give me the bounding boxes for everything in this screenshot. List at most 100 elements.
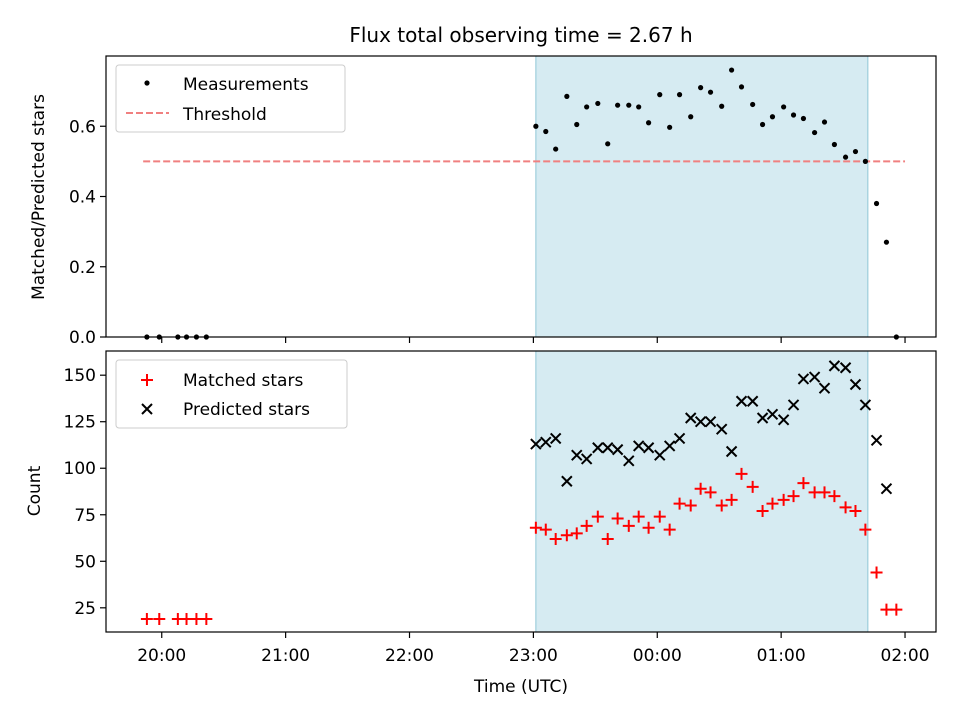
measurements-point bbox=[543, 128, 549, 135]
predicted-stars-point bbox=[704, 416, 717, 428]
ratio-panel-shaded-span bbox=[535, 55, 869, 338]
measurements-point bbox=[667, 124, 673, 130]
predicted-stars-point bbox=[602, 442, 614, 454]
measurements-point bbox=[873, 200, 880, 207]
x-axis-label: Time (UTC) bbox=[473, 677, 568, 697]
y-tick-label: 25 bbox=[74, 599, 96, 619]
legend-marker-measurements bbox=[144, 80, 150, 86]
predicted-stars-point bbox=[715, 423, 728, 435]
predicted-stars-point bbox=[797, 373, 810, 385]
matched-stars-point bbox=[560, 529, 573, 542]
matched-stars-point bbox=[756, 505, 769, 518]
predicted-stars-point bbox=[663, 440, 676, 452]
matched-stars-point bbox=[642, 521, 655, 534]
y-tick-label: 0.0 bbox=[69, 328, 96, 348]
legend-label-measurements: Measurements bbox=[183, 75, 309, 95]
predicted-stars-point bbox=[632, 440, 645, 452]
legend-label-threshold: Threshold bbox=[182, 105, 267, 125]
predicted-stars-point bbox=[880, 483, 893, 495]
matched-stars-point bbox=[797, 477, 810, 490]
predicted-stars-point bbox=[839, 362, 852, 374]
x-tick-label: 22:00 bbox=[385, 646, 434, 666]
y-tick-label: 150 bbox=[64, 366, 96, 386]
legend-marker-matched bbox=[141, 374, 153, 386]
predicted-stars-point bbox=[725, 445, 738, 458]
predicted-stars-point bbox=[561, 475, 573, 487]
measurements-point bbox=[738, 84, 745, 90]
measurements-point bbox=[842, 154, 849, 160]
measurements-point bbox=[790, 112, 797, 118]
measurements-point bbox=[831, 141, 838, 148]
legend-label-predicted: Predicted stars bbox=[183, 400, 310, 420]
measurements-point bbox=[626, 102, 632, 108]
measurements-point bbox=[595, 100, 601, 107]
predicted-stars-point bbox=[828, 360, 841, 372]
matched-stars-point bbox=[828, 490, 841, 503]
measurements-point bbox=[707, 89, 714, 95]
measurements-point bbox=[657, 92, 663, 98]
predicted-stars-point bbox=[592, 442, 604, 454]
predicted-stars-point bbox=[870, 434, 883, 447]
measurements-point bbox=[605, 141, 611, 147]
measurements-point bbox=[800, 115, 807, 122]
measurements-point bbox=[750, 101, 756, 108]
matched-stars-point bbox=[653, 510, 666, 523]
matched-stars-point bbox=[140, 612, 153, 625]
predicted-stars-point bbox=[623, 455, 635, 467]
predicted-stars-point bbox=[685, 412, 697, 424]
matched-stars-point bbox=[839, 501, 852, 514]
matched-stars-point bbox=[601, 532, 614, 545]
counts-panel-y-label: Count bbox=[25, 465, 45, 516]
matched-stars-point bbox=[580, 519, 593, 532]
matched-stars-point bbox=[673, 497, 686, 510]
counts-panel-frame bbox=[105, 350, 937, 633]
predicted-stars-point bbox=[642, 442, 655, 454]
matched-stars-point bbox=[766, 497, 779, 510]
measurements-point bbox=[759, 121, 766, 128]
ratio-legend: Measurements Threshold bbox=[115, 64, 346, 133]
x-tick-label: 00:00 bbox=[633, 646, 682, 666]
predicted-stars-point bbox=[859, 399, 872, 411]
ratio-panel-x-ticks bbox=[161, 337, 906, 343]
matched-stars-point bbox=[818, 486, 831, 499]
measurements-point bbox=[688, 114, 694, 120]
predicted-stars-point bbox=[694, 416, 707, 428]
predicted-stars-point bbox=[549, 432, 562, 445]
counts-panel-marks bbox=[140, 360, 903, 625]
measurements-point bbox=[564, 93, 570, 99]
measurements-point bbox=[615, 102, 621, 108]
measurements-point bbox=[574, 121, 580, 128]
ratio-panel-marks bbox=[143, 67, 906, 340]
predicted-stars-point bbox=[580, 453, 593, 465]
counts-panel-x-axis: 20:00 21:00 22:00 23:00 00:00 01:00 02:00 bbox=[137, 632, 930, 666]
y-tick-label: 50 bbox=[74, 552, 96, 572]
measurements-point bbox=[852, 148, 859, 155]
chart-title: Flux total observing time = 2.67 h bbox=[349, 23, 692, 47]
matched-stars-point bbox=[870, 566, 883, 579]
y-tick-label: 0.6 bbox=[69, 117, 96, 137]
measurements-point bbox=[769, 114, 776, 120]
measurements-point bbox=[698, 85, 704, 91]
predicted-stars-point bbox=[808, 371, 821, 383]
measurements-point bbox=[636, 104, 642, 110]
legend-marker-predicted bbox=[141, 403, 153, 415]
matched-stars-point bbox=[735, 467, 748, 480]
predicted-stars-point bbox=[571, 449, 583, 461]
measurements-point bbox=[719, 103, 725, 109]
counts-legend: Matched stars Predicted stars bbox=[115, 359, 348, 429]
predicted-stars-point bbox=[818, 382, 831, 394]
legend-label-matched: Matched stars bbox=[183, 371, 303, 391]
matched-stars-point bbox=[622, 519, 635, 532]
matched-stars-point bbox=[890, 603, 903, 616]
matched-stars-point bbox=[684, 499, 697, 512]
predicted-stars-point bbox=[766, 408, 779, 420]
counts-panel: 25 50 75 100 125 150 20:00 21:00 22:00 23:00 00:0… bbox=[25, 350, 937, 666]
measurements-point bbox=[781, 104, 787, 110]
matched-stars-point bbox=[694, 482, 707, 495]
predicted-stars-point bbox=[756, 412, 769, 424]
matched-stars-point bbox=[859, 523, 872, 536]
measurements-point bbox=[584, 104, 590, 110]
y-tick-label: 0.2 bbox=[69, 258, 96, 278]
predicted-stars-point bbox=[777, 414, 790, 426]
ratio-panel-y-axis: 0.0 0.2 0.4 0.6 bbox=[69, 117, 106, 348]
